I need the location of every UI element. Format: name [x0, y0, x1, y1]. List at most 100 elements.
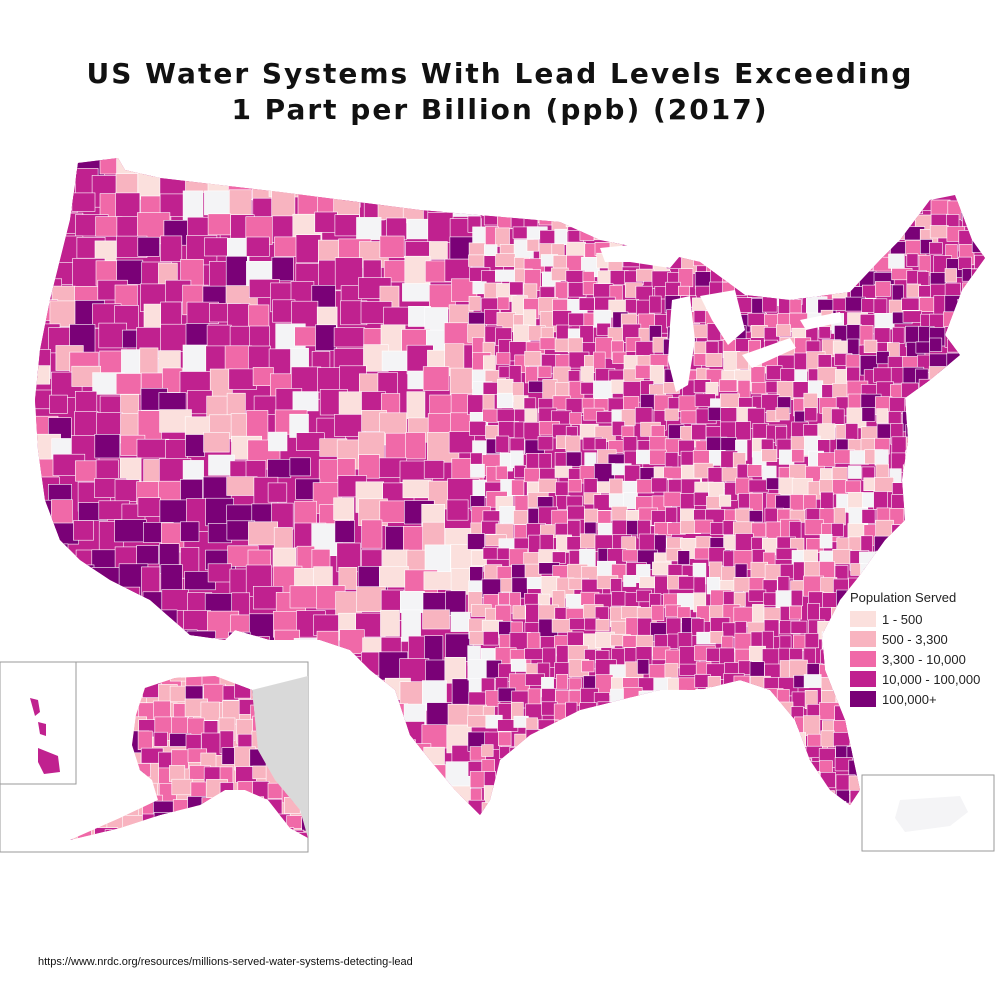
county-cell — [554, 228, 568, 245]
county-cell — [334, 214, 360, 237]
county-cell — [584, 759, 602, 781]
county-cell — [652, 786, 666, 799]
county-cell — [640, 758, 653, 777]
county-cell — [962, 282, 978, 302]
county-cell — [649, 449, 667, 465]
county-cell — [636, 200, 658, 222]
county-cell — [525, 729, 545, 751]
county-cell — [141, 158, 174, 178]
county-cell — [636, 268, 655, 282]
legend-swatch — [850, 651, 876, 667]
county-cell — [930, 510, 948, 525]
county-cell — [678, 815, 690, 831]
county-cell — [92, 591, 123, 619]
county-cell — [681, 243, 700, 256]
county-cell — [776, 689, 790, 705]
county-cell — [958, 506, 976, 524]
county-cell — [959, 706, 974, 725]
county-cell — [820, 649, 840, 665]
legend-swatch — [850, 631, 876, 647]
county-cell — [537, 436, 554, 451]
county-cell — [555, 818, 575, 834]
county-cell — [579, 227, 595, 241]
county-cell — [695, 702, 715, 716]
county-cell — [245, 460, 267, 479]
county-cell — [424, 544, 451, 574]
county-cell — [733, 675, 751, 696]
county-cell — [422, 609, 450, 630]
county-cell — [666, 617, 682, 636]
county-cell — [957, 327, 978, 342]
county-cell — [905, 424, 927, 441]
county-cell — [405, 432, 426, 460]
legend-label: 3,300 - 10,000 — [882, 651, 966, 667]
county-cell — [905, 759, 927, 774]
county-cell — [49, 300, 79, 327]
county-cell — [917, 481, 936, 499]
county-cell — [137, 236, 160, 257]
county-cell — [932, 382, 950, 405]
county-cell — [708, 243, 727, 259]
county-cell — [918, 285, 931, 298]
county-cell — [593, 773, 612, 791]
county-cell — [789, 243, 806, 262]
county-cell — [735, 772, 757, 788]
county-cell — [971, 519, 985, 540]
county-cell — [622, 717, 636, 738]
county-cell — [623, 731, 640, 751]
county-cell — [651, 773, 672, 792]
county-cell — [74, 564, 95, 588]
county-cell — [681, 771, 700, 792]
county-cell — [791, 691, 807, 708]
county-cell — [511, 479, 525, 496]
county-cell — [357, 173, 385, 196]
county-cell — [958, 756, 974, 774]
county-cell — [890, 225, 907, 240]
county-cell — [948, 397, 970, 418]
county-cell — [903, 522, 919, 540]
county-cell — [723, 690, 738, 713]
county-cell — [734, 743, 750, 761]
county-cell — [747, 817, 760, 833]
lake-erie — [742, 338, 796, 368]
county-cell — [593, 799, 613, 815]
county-cell — [114, 479, 140, 503]
county-cell — [581, 211, 597, 226]
county-cell — [735, 228, 751, 249]
county-cell — [916, 392, 936, 412]
county-cell — [848, 718, 870, 736]
county-cell — [991, 510, 1000, 525]
county-cell — [749, 661, 765, 679]
county-cell — [681, 690, 698, 703]
county-cell — [750, 366, 766, 384]
county-cell — [339, 766, 371, 786]
county-cell — [763, 774, 779, 796]
county-cell — [71, 192, 96, 212]
county-cell — [929, 225, 949, 239]
county-cell — [747, 201, 760, 215]
county-cell — [832, 466, 848, 481]
county-cell — [381, 350, 412, 372]
inset-puerto-rico — [861, 774, 995, 852]
county-cell — [707, 716, 724, 739]
county-cell — [496, 215, 512, 230]
county-cell — [779, 758, 797, 774]
title-line-1: US Water Systems With Lead Levels Exceed… — [86, 57, 914, 90]
county-cell — [356, 586, 386, 613]
county-cell — [805, 281, 820, 298]
county-cell — [116, 158, 148, 177]
county-cell — [566, 787, 583, 805]
county-cell — [593, 380, 613, 401]
county-cell — [820, 256, 838, 278]
county-cell — [959, 353, 975, 374]
county-cell — [958, 481, 980, 496]
county-cell — [793, 352, 809, 371]
county-cell — [142, 615, 163, 636]
county-cell — [186, 630, 216, 661]
county-cell — [962, 214, 981, 227]
county-cell — [762, 296, 778, 313]
county-cell — [875, 463, 889, 480]
county-cell — [793, 817, 811, 829]
county-cell — [246, 236, 270, 257]
county-cell — [890, 241, 907, 255]
